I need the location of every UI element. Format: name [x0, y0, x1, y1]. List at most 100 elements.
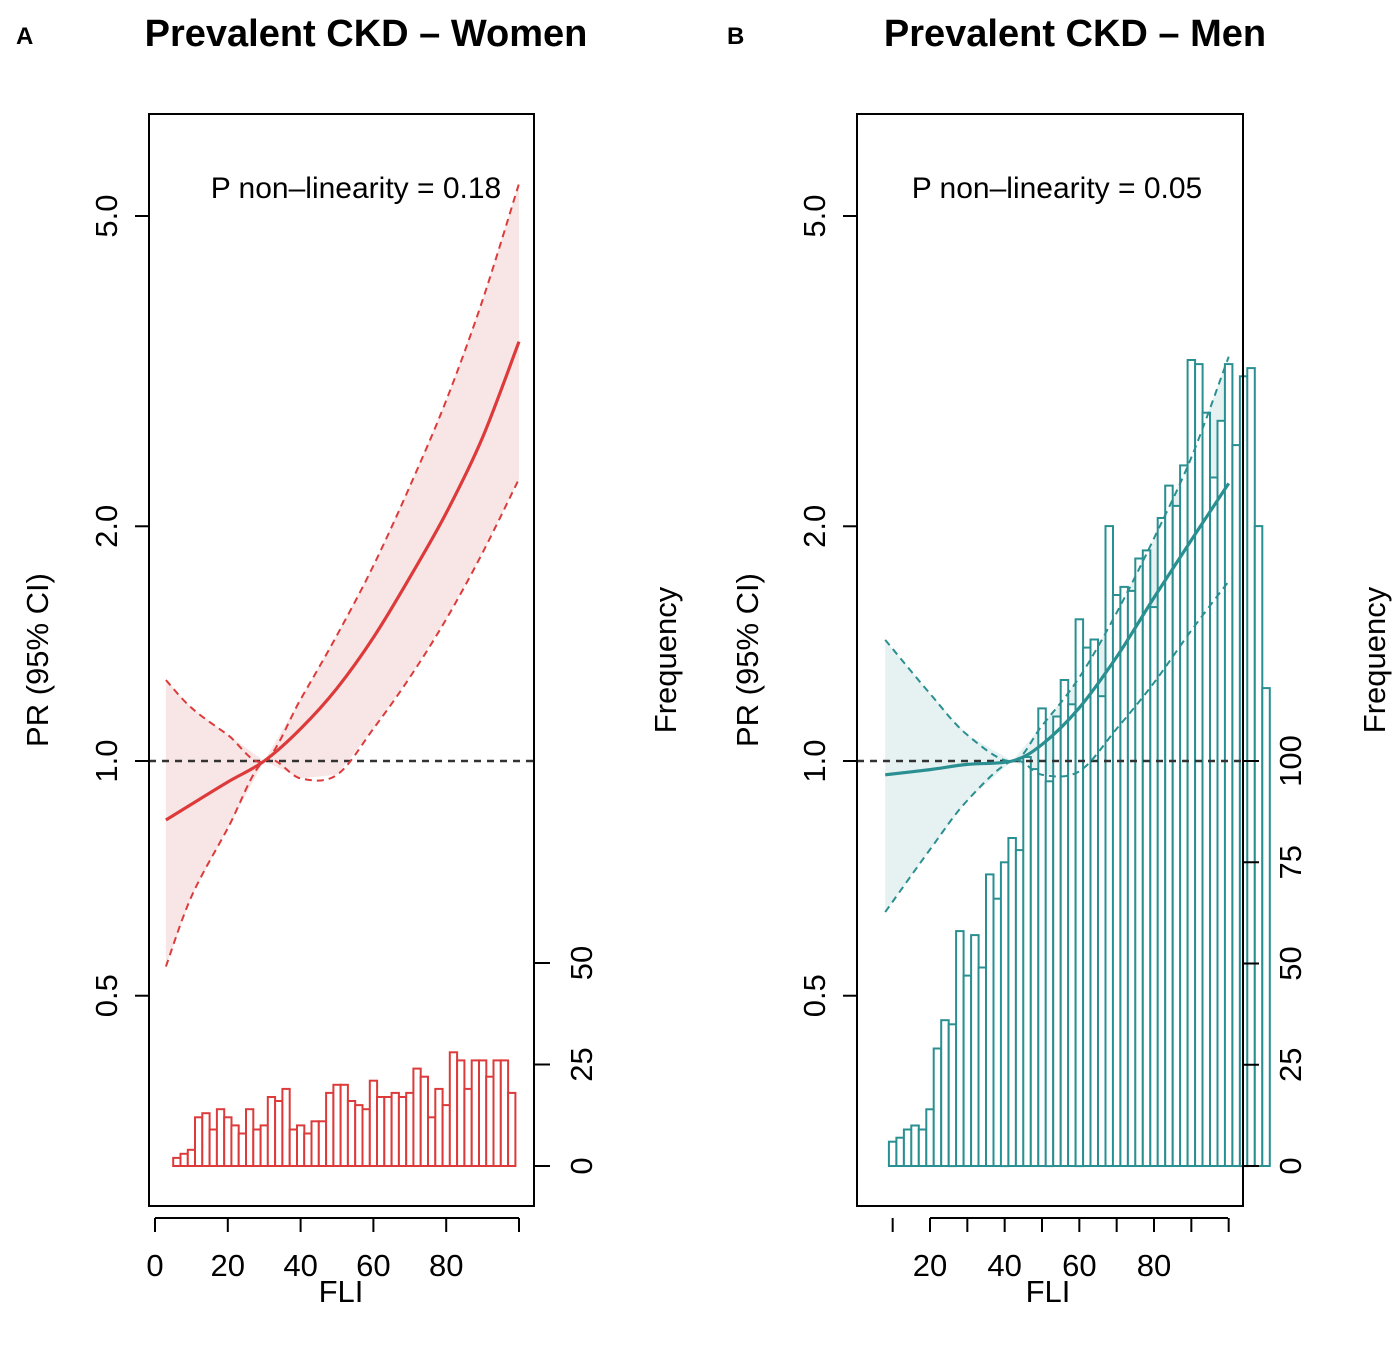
panel-a-histogram-bar: [172, 1156, 182, 1168]
panel-a-histogram-bar: [492, 1059, 502, 1168]
panel-a-histogram-bar: [463, 1087, 473, 1168]
panel-b-frequency-tick-label: 25: [1273, 1048, 1308, 1082]
panel-b-histogram-bar: [1037, 707, 1047, 1168]
panel-a-x-tick-label: 40: [283, 1248, 317, 1283]
panel-b-histogram-bar: [1246, 367, 1256, 1168]
panel-a-histogram-bar: [208, 1128, 218, 1167]
panel-b-histogram-bar: [1201, 411, 1211, 1167]
panel-b-ci-band: [885, 356, 1229, 913]
panel-b-histogram-bar: [1082, 646, 1092, 1167]
panel-b-x-tick-label: 60: [1062, 1248, 1096, 1283]
panel-a-histogram-bar: [252, 1128, 262, 1167]
panel-a-histogram-bar: [354, 1104, 364, 1167]
panel-a-histogram-bar: [412, 1067, 422, 1167]
panel-b-histogram-bar: [895, 1136, 905, 1167]
panel-b-x-tick-label: 40: [987, 1248, 1021, 1283]
panel-a-frequency-axis-label: Frequency: [648, 586, 683, 733]
panel-b-histogram-bar: [977, 966, 987, 1167]
panel-b-x-axis-label: FLI: [1026, 1274, 1071, 1309]
panel-b-histogram-bar: [1119, 585, 1129, 1167]
panel-b-title: Prevalent CKD – Men: [884, 13, 1266, 55]
panel-b-histogram-bar: [1052, 715, 1062, 1167]
panel-b-histogram-bar: [1134, 557, 1144, 1167]
panel-a-histogram-bar: [237, 1132, 247, 1167]
panel-a-histogram-bar: [194, 1116, 204, 1168]
panel-a-histogram-bar: [281, 1087, 291, 1168]
panel-a-histogram-bar: [448, 1051, 459, 1168]
panel-a-x-tick-label: 0: [146, 1248, 163, 1283]
panel-a-x-tick-label: 20: [211, 1248, 245, 1283]
panel-b-histogram-bar: [1164, 484, 1174, 1168]
panel-a-x-tick-label: 60: [356, 1248, 390, 1283]
panel-b: 20 40 60 80 0.5 1.0 2.0 5.0 0 25 50 75 100 FLI PR (95%…: [727, 13, 1392, 1309]
panel-a-frequency-tick-label: 50: [564, 946, 599, 980]
panel-a: 0 20 40 60 80 0.5 1.0 2.0 5.0 0 25 50 FLI PR (95% CI)…: [16, 13, 683, 1309]
panel-a-histogram-bar: [288, 1128, 299, 1167]
panel-b-histogram-bar: [1149, 606, 1159, 1167]
panel-b-histogram-bar: [925, 1108, 935, 1168]
panel-a-histogram-bar: [397, 1096, 408, 1167]
panel-a-histogram-bar: [346, 1100, 357, 1167]
panel-a-histogram-bar: [310, 1120, 320, 1168]
panel-b-histogram-bar: [1209, 476, 1219, 1167]
panel-a-histogram-bar: [499, 1059, 510, 1168]
panel-b-letter: B: [727, 23, 744, 50]
panel-a-upper-95-ci-line: [165, 183, 520, 763]
panel-b-histogram-bar: [1231, 444, 1241, 1168]
panel-b-frequency-tick-label: 100: [1273, 735, 1308, 787]
panel-a-ci-band: [165, 183, 519, 967]
panel-a-histogram-bar: [419, 1075, 430, 1167]
panel-b-histogram-bar: [1179, 464, 1189, 1167]
panel-a-lower-95-ci-line: [164, 478, 520, 967]
panel-b-histogram-bar: [1111, 594, 1122, 1167]
panel-a-histogram-bar: [456, 1059, 466, 1168]
panel-b-histogram-bar: [947, 1023, 958, 1168]
panel-a-histogram-bar: [317, 1120, 328, 1168]
panel-b-y-tick-label: 5.0: [797, 194, 832, 237]
panel-a-histogram-bar: [361, 1108, 371, 1167]
panel-a-y-tick-label: 2.0: [89, 505, 124, 548]
panel-a-x-axis-label: FLI: [319, 1274, 364, 1309]
panel-a-title: Prevalent CKD – Women: [145, 13, 588, 55]
panel-b-y-axis-label: PR (95% CI): [730, 573, 765, 747]
panel-b-histogram-bar: [1022, 756, 1032, 1167]
panel-b-histogram-bar: [1171, 504, 1182, 1167]
panel-a-histogram-bar: [383, 1096, 393, 1167]
panel-a-y-axis-label: PR (95% CI): [20, 573, 55, 747]
panel-a-x-tick-label: 80: [429, 1248, 463, 1283]
panel-a-histogram-bar: [376, 1096, 386, 1167]
panel-b-histogram-bar: [1186, 359, 1197, 1167]
panel-b-histogram-bar: [1253, 525, 1264, 1167]
panel-b-histogram-bar: [1007, 837, 1017, 1167]
panel-a-y-tick-label: 5.0: [89, 194, 124, 237]
panel-a-histogram-bar: [201, 1112, 211, 1167]
panel-b-histogram-bar: [962, 974, 973, 1167]
panel-a-letter: A: [16, 23, 33, 50]
panel-b-histogram-bar: [1216, 419, 1226, 1167]
panel-b-histogram-bar: [1126, 589, 1137, 1167]
panel-b-lower-95-ci-line: [884, 580, 1230, 913]
panel-b-histogram-bar: [1097, 695, 1107, 1167]
panel-b-x-tick-label: 20: [913, 1248, 947, 1283]
panel-a-histogram-bar: [179, 1152, 189, 1168]
panel-a-frequency-tick-label: 25: [564, 1047, 599, 1081]
panel-b-histogram-bar: [985, 873, 995, 1168]
panel-b-histogram-bar: [887, 1140, 898, 1167]
panel-b-annotation: P non–linearity = 0.05: [912, 172, 1203, 205]
panel-a-histogram-bar: [303, 1132, 313, 1167]
panel-b-histogram-bar: [955, 930, 965, 1167]
panel-a-histogram-bar: [470, 1059, 481, 1168]
panel-a-histogram-bar: [339, 1083, 349, 1168]
panel-a-histogram-bar: [266, 1096, 277, 1167]
panel-a-y-tick-label: 0.5: [89, 974, 124, 1017]
panel-a-annotation: P non–linearity = 0.18: [211, 172, 502, 205]
panel-a-histogram-bar: [434, 1087, 444, 1168]
panel-a-histogram-bar: [274, 1100, 284, 1167]
panel-b-histogram-bar: [970, 934, 980, 1167]
panel-a-frequency-tick-label: 0: [564, 1157, 599, 1174]
panel-a-histogram-bar: [485, 1075, 495, 1167]
panel-b-histogram-bar: [932, 1047, 943, 1167]
panel-b-y-tick-label: 1.0: [797, 739, 832, 782]
panel-a-histogram-bar: [390, 1091, 400, 1168]
panel-b-frequency-tick-label: 75: [1273, 845, 1308, 879]
